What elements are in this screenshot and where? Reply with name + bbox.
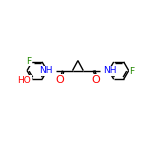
- Text: NH: NH: [39, 66, 52, 75]
- Text: F: F: [130, 67, 135, 76]
- Text: O: O: [56, 75, 65, 85]
- Text: F: F: [26, 57, 31, 66]
- Text: NH: NH: [103, 66, 117, 75]
- Text: HO: HO: [18, 76, 31, 85]
- Text: O: O: [91, 75, 100, 85]
